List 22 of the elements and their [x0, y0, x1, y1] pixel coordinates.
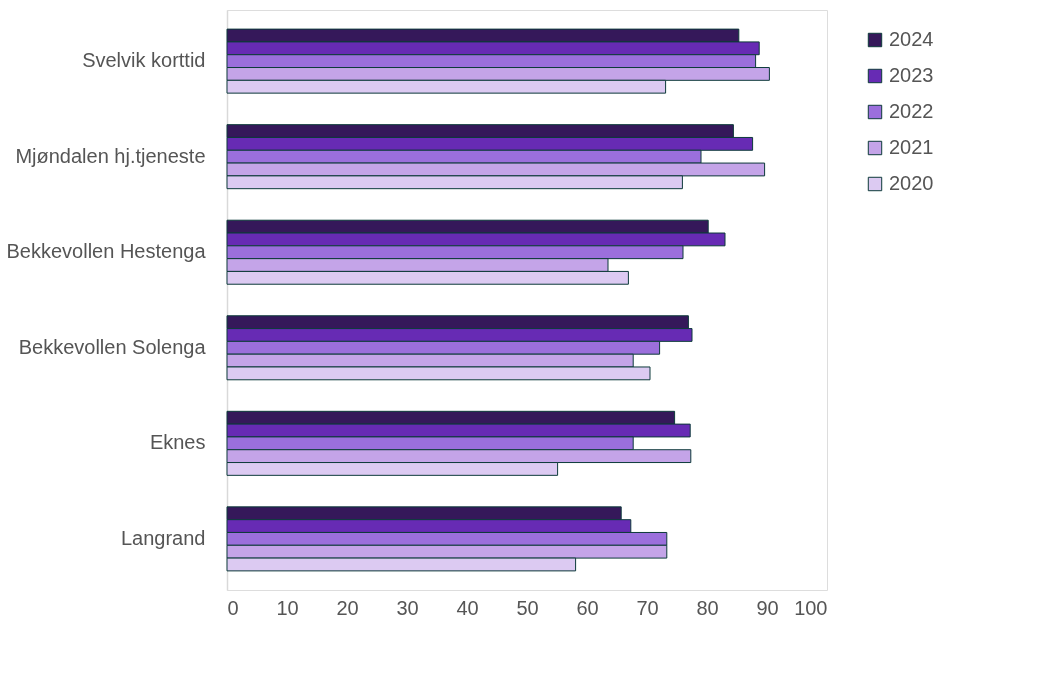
legend-label: 2020 — [889, 172, 934, 194]
x-tick-label: 40 — [456, 596, 479, 619]
legend-label: 2024 — [889, 28, 934, 50]
x-tick-label: 90 — [756, 596, 779, 619]
x-tick-label: 20 — [336, 596, 359, 619]
y-tick-label: Eknes — [149, 431, 206, 454]
legend-label: 2021 — [889, 136, 934, 158]
y-tick-label: Bekkevollen Solenga — [18, 335, 207, 358]
y-tick-label: Mjøndalen hj.tjeneste — [15, 144, 206, 167]
y-tick-label: Bekkevollen Hestenga — [6, 240, 207, 263]
x-tick-label: 60 — [576, 596, 599, 619]
x-tick-label: 100 — [794, 596, 828, 619]
y-tick-label: Langrand — [120, 526, 206, 549]
x-tick-label: 0 — [227, 596, 239, 619]
x-tick-label: 70 — [636, 596, 659, 619]
legend-label: 2023 — [889, 64, 934, 86]
x-tick-label: 80 — [696, 596, 719, 619]
y-tick-label: Svelvik korttid — [82, 49, 206, 72]
x-tick-label: 50 — [516, 596, 539, 619]
legend-label: 2022 — [889, 100, 934, 122]
x-tick-label: 30 — [396, 596, 419, 619]
x-tick-label: 10 — [276, 596, 299, 619]
